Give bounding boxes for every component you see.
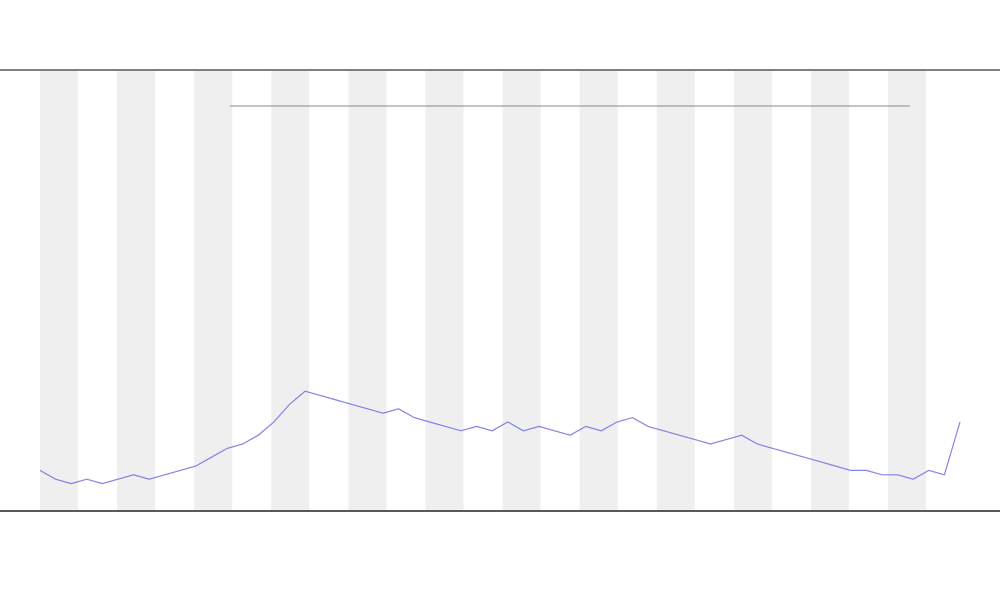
- band: [811, 71, 849, 510]
- band: [40, 71, 78, 510]
- band: [348, 71, 387, 510]
- background-bands: [40, 71, 927, 510]
- band: [502, 71, 541, 510]
- band: [425, 71, 464, 510]
- band: [117, 71, 156, 510]
- band: [733, 71, 772, 510]
- plot-area: [39, 390, 961, 485]
- band: [579, 71, 618, 510]
- band: [271, 71, 310, 510]
- band: [888, 71, 927, 510]
- series-line: [39, 390, 961, 485]
- band: [194, 71, 233, 510]
- band: [656, 71, 695, 510]
